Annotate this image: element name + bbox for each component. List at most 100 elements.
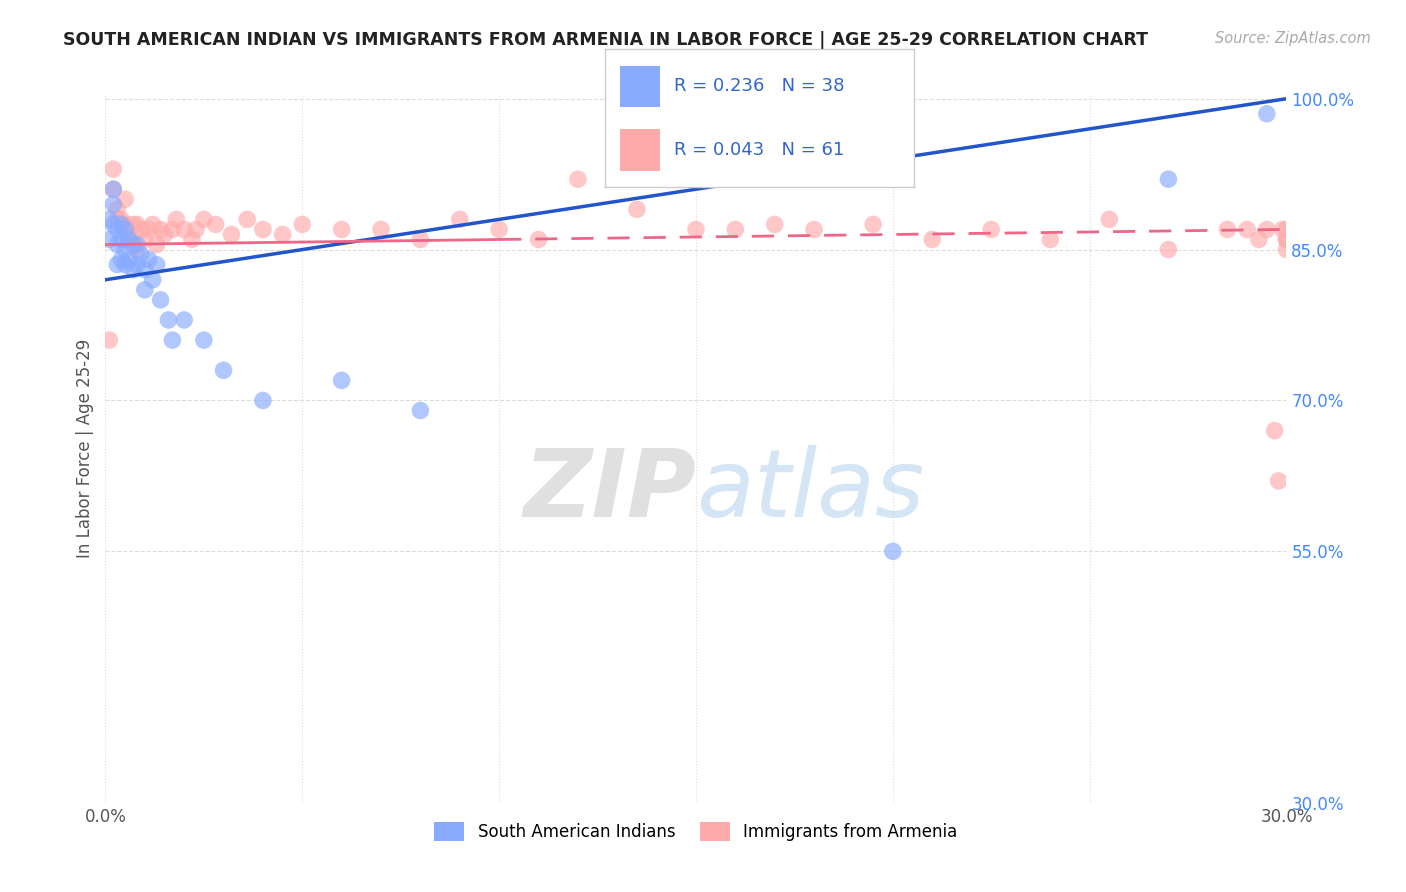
Point bbox=[1275, 233, 1298, 247]
Point bbox=[105, 202, 128, 217]
Point bbox=[567, 172, 589, 186]
Point bbox=[105, 222, 128, 236]
Point bbox=[193, 212, 215, 227]
Point bbox=[138, 252, 160, 267]
Point bbox=[449, 212, 471, 227]
Point bbox=[157, 313, 180, 327]
Point bbox=[162, 333, 184, 347]
Point bbox=[330, 222, 353, 236]
Point bbox=[153, 227, 176, 242]
Point bbox=[125, 258, 148, 272]
Point bbox=[488, 222, 510, 236]
Point bbox=[173, 222, 195, 236]
Point bbox=[114, 222, 136, 236]
Point bbox=[685, 222, 707, 236]
Point bbox=[1275, 243, 1298, 257]
Point bbox=[125, 243, 148, 257]
Text: ZIP: ZIP bbox=[523, 445, 696, 537]
Point bbox=[105, 212, 128, 227]
Point bbox=[882, 544, 904, 558]
Point bbox=[134, 283, 156, 297]
Point bbox=[1275, 233, 1298, 247]
Point bbox=[1267, 474, 1289, 488]
Point bbox=[204, 218, 226, 232]
Point bbox=[103, 162, 125, 177]
Point bbox=[1039, 233, 1062, 247]
Point bbox=[1275, 222, 1298, 236]
Point bbox=[103, 182, 125, 196]
Point bbox=[1264, 424, 1286, 438]
Point bbox=[114, 192, 136, 206]
Point bbox=[118, 252, 141, 267]
Point bbox=[145, 258, 167, 272]
Point bbox=[1256, 107, 1278, 121]
Point bbox=[236, 212, 259, 227]
Point bbox=[330, 373, 353, 387]
Point bbox=[173, 313, 195, 327]
Point bbox=[103, 218, 125, 232]
Point bbox=[291, 218, 314, 232]
Point bbox=[98, 212, 121, 227]
Point bbox=[527, 233, 550, 247]
Point bbox=[138, 222, 160, 236]
Point bbox=[1236, 222, 1258, 236]
Point bbox=[114, 218, 136, 232]
Point bbox=[181, 233, 204, 247]
Point bbox=[103, 197, 125, 211]
Point bbox=[165, 212, 187, 227]
Point bbox=[110, 212, 132, 227]
Point bbox=[98, 333, 121, 347]
Point bbox=[142, 273, 165, 287]
Text: SOUTH AMERICAN INDIAN VS IMMIGRANTS FROM ARMENIA IN LABOR FORCE | AGE 25-29 CORR: SOUTH AMERICAN INDIAN VS IMMIGRANTS FROM… bbox=[63, 31, 1149, 49]
Point bbox=[129, 247, 152, 261]
Point bbox=[1271, 222, 1294, 236]
Point bbox=[134, 233, 156, 247]
Point bbox=[129, 222, 152, 236]
Point bbox=[370, 222, 392, 236]
Point bbox=[252, 393, 274, 408]
Point bbox=[184, 222, 207, 236]
Point bbox=[122, 218, 145, 232]
Point bbox=[1098, 212, 1121, 227]
Point bbox=[118, 233, 141, 247]
Point bbox=[626, 202, 648, 217]
Point bbox=[122, 262, 145, 277]
Point bbox=[149, 222, 172, 236]
Point bbox=[145, 237, 167, 252]
Point bbox=[409, 233, 432, 247]
Y-axis label: In Labor Force | Age 25-29: In Labor Force | Age 25-29 bbox=[76, 339, 94, 558]
Point bbox=[125, 218, 148, 232]
Point bbox=[110, 233, 132, 247]
Point bbox=[110, 252, 132, 267]
Legend: South American Indians, Immigrants from Armenia: South American Indians, Immigrants from … bbox=[427, 815, 965, 847]
Point bbox=[114, 258, 136, 272]
Point bbox=[1256, 222, 1278, 236]
Text: atlas: atlas bbox=[696, 445, 924, 536]
Text: R = 0.236   N = 38: R = 0.236 N = 38 bbox=[675, 78, 845, 95]
FancyBboxPatch shape bbox=[620, 129, 661, 170]
Point bbox=[1157, 243, 1180, 257]
Point bbox=[862, 218, 884, 232]
Point bbox=[193, 333, 215, 347]
Point bbox=[118, 233, 141, 247]
Point bbox=[271, 227, 294, 242]
Point bbox=[980, 222, 1002, 236]
Point bbox=[724, 222, 747, 236]
Point bbox=[149, 293, 172, 307]
Point bbox=[1247, 233, 1270, 247]
Point bbox=[103, 182, 125, 196]
Point bbox=[921, 233, 943, 247]
Point bbox=[1157, 172, 1180, 186]
Text: Source: ZipAtlas.com: Source: ZipAtlas.com bbox=[1215, 31, 1371, 46]
Point bbox=[118, 222, 141, 236]
Point bbox=[1216, 222, 1239, 236]
Point bbox=[803, 222, 825, 236]
Point bbox=[252, 222, 274, 236]
Point bbox=[162, 222, 184, 236]
FancyBboxPatch shape bbox=[620, 66, 661, 107]
Point bbox=[134, 262, 156, 277]
Point bbox=[125, 237, 148, 252]
Text: R = 0.043   N = 61: R = 0.043 N = 61 bbox=[675, 141, 845, 159]
Point bbox=[409, 403, 432, 417]
Point bbox=[122, 237, 145, 252]
